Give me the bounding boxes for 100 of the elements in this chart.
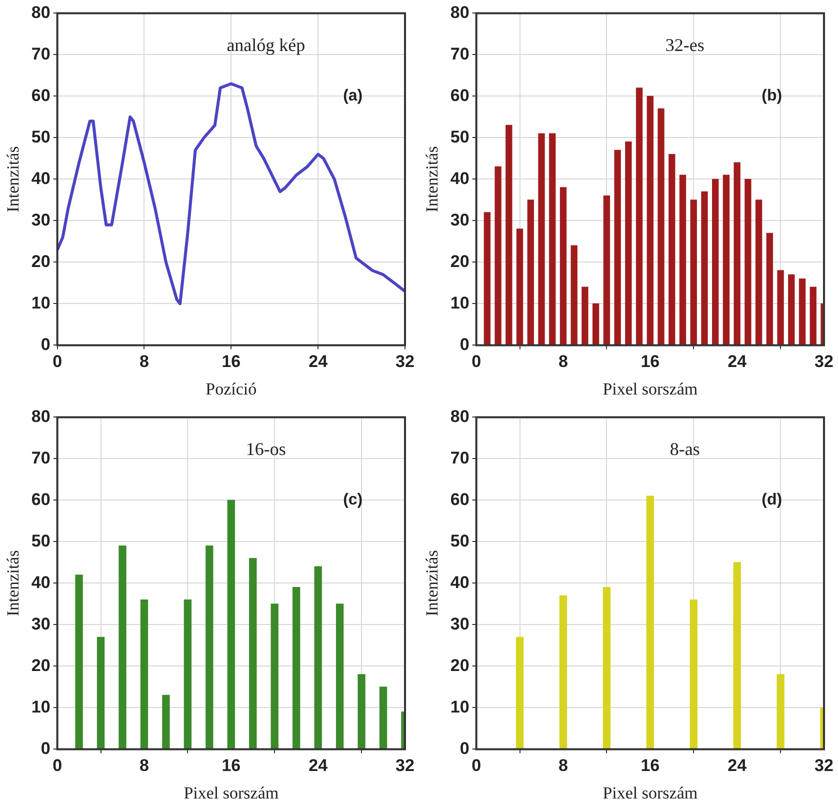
- bar: [592, 303, 600, 346]
- bar: [570, 245, 578, 346]
- bar: [162, 694, 170, 750]
- bar: [379, 686, 388, 750]
- x-tick-label: 0: [52, 756, 62, 776]
- x-tick-label: 32: [396, 756, 414, 776]
- bar: [206, 546, 214, 750]
- x-tick-label: 8: [558, 352, 568, 372]
- bar: [690, 200, 697, 346]
- y-tick-label: 40: [31, 168, 50, 188]
- annotation: (d): [762, 492, 782, 509]
- x-tick-label: 8: [140, 756, 149, 776]
- y-axis-title: Intenzitás: [4, 550, 23, 616]
- bar: [227, 500, 235, 750]
- bar: [538, 133, 545, 346]
- x-tick-label: 16: [640, 352, 660, 372]
- y-tick-label: 70: [31, 44, 50, 64]
- bar: [484, 212, 491, 346]
- bar: [679, 174, 686, 346]
- y-tick-label: 50: [31, 127, 50, 146]
- bar: [668, 154, 676, 346]
- y-tick-label: 10: [450, 697, 470, 716]
- bar: [118, 546, 126, 750]
- x-axis-title: Pixel sorszám: [602, 379, 698, 398]
- bar: [603, 195, 610, 346]
- y-axis-title: Intenzitás: [422, 146, 442, 212]
- x-axis-title: Pixel sorszám: [184, 783, 279, 802]
- y-tick-label: 70: [450, 44, 470, 64]
- y-tick-label: 0: [40, 738, 50, 758]
- y-tick-label: 10: [31, 293, 50, 312]
- y-tick-label: 0: [40, 334, 50, 354]
- bar: [602, 587, 611, 750]
- y-tick-label: 60: [31, 490, 50, 509]
- y-tick-label: 50: [450, 531, 470, 550]
- bar: [658, 108, 664, 346]
- bar: [75, 574, 83, 750]
- x-tick-label: 8: [558, 756, 568, 776]
- y-tick-label: 40: [450, 168, 470, 188]
- y-tick-label: 10: [31, 697, 50, 716]
- bar: [494, 166, 502, 346]
- annotation: (b): [762, 88, 782, 105]
- y-tick-label: 0: [460, 738, 470, 758]
- y-tick-label: 50: [450, 127, 470, 146]
- bar: [690, 599, 698, 750]
- y-tick-label: 60: [450, 86, 470, 105]
- bar: [506, 124, 512, 346]
- y-tick-label: 70: [31, 448, 50, 468]
- bar: [776, 674, 784, 750]
- annotation: 8-as: [670, 439, 700, 460]
- x-tick-label: 0: [472, 352, 482, 372]
- y-tick-label: 60: [450, 490, 470, 509]
- y-axis-title: Intenzitás: [422, 550, 442, 616]
- y-tick-label: 30: [450, 210, 470, 230]
- y-tick-label: 80: [31, 406, 50, 426]
- bar: [614, 150, 621, 346]
- bar: [516, 228, 524, 346]
- y-tick-label: 20: [31, 252, 50, 271]
- x-axis-title: Pozíció: [206, 379, 257, 398]
- bar: [646, 96, 654, 346]
- y-tick-label: 80: [31, 2, 50, 22]
- y-tick-label: 0: [460, 334, 470, 354]
- bar: [560, 187, 567, 346]
- bar: [646, 496, 654, 750]
- bar: [96, 636, 105, 750]
- bar: [582, 286, 588, 346]
- x-tick-label: 24: [728, 352, 748, 372]
- annotation: (a): [343, 88, 363, 105]
- bar: [184, 599, 192, 750]
- bar: [336, 604, 344, 750]
- y-tick-label: 30: [31, 210, 50, 230]
- y-tick-label: 40: [450, 572, 470, 592]
- y-tick-label: 80: [450, 406, 470, 426]
- bar: [270, 604, 278, 750]
- y-tick-label: 60: [31, 86, 50, 105]
- y-tick-label: 20: [450, 656, 470, 675]
- bar: [755, 200, 762, 346]
- annotation: (c): [343, 492, 363, 509]
- bar: [549, 133, 556, 346]
- x-tick-label: 0: [52, 352, 62, 372]
- annotation: 16-os: [246, 439, 286, 460]
- x-tick-label: 0: [472, 756, 482, 776]
- x-axis-title: Pixel sorszám: [602, 783, 698, 802]
- x-tick-label: 8: [140, 352, 149, 372]
- x-tick-label: 32: [814, 352, 834, 372]
- bar: [516, 636, 524, 750]
- y-tick-label: 30: [31, 614, 50, 634]
- bar: [788, 274, 795, 346]
- y-tick-label: 20: [450, 252, 470, 271]
- y-axis-title: Intenzitás: [4, 146, 23, 212]
- x-tick-label: 16: [222, 352, 241, 372]
- bar: [733, 562, 741, 750]
- y-tick-label: 80: [450, 2, 470, 22]
- x-tick-label: 24: [308, 352, 328, 372]
- bar: [527, 200, 534, 346]
- bar: [766, 232, 774, 346]
- bar: [625, 142, 632, 346]
- bar: [722, 174, 730, 346]
- x-tick-label: 16: [640, 756, 660, 776]
- annotation: 32-es: [665, 35, 704, 56]
- bar: [734, 162, 740, 346]
